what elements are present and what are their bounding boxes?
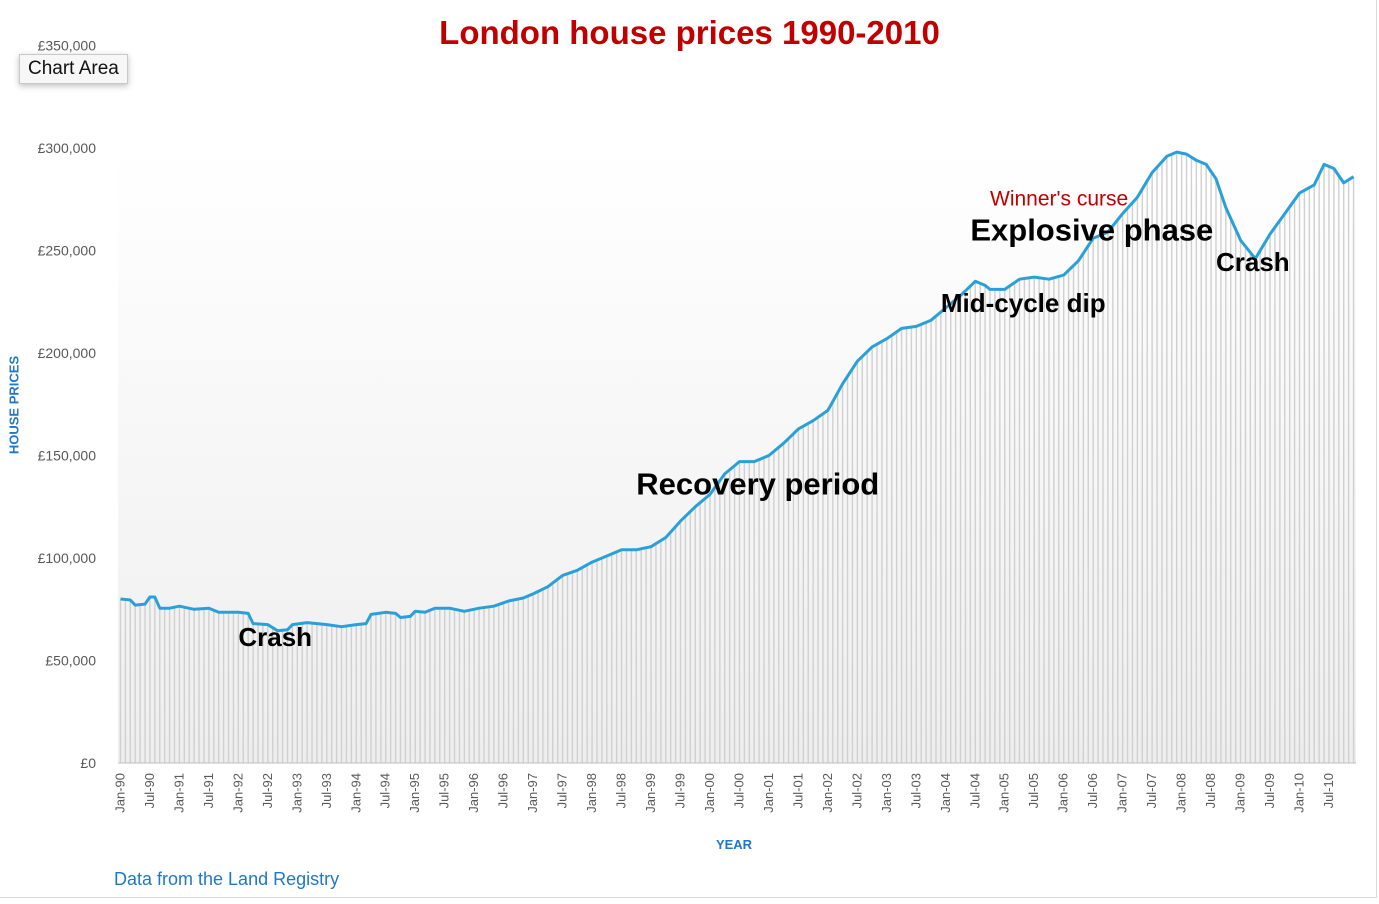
x-tick-label: Jan-09 [1233, 773, 1248, 813]
x-tick-label: Jul-97 [555, 773, 570, 808]
x-tick-label: Jan-94 [348, 773, 363, 813]
chart-area-tooltip: Chart Area [19, 54, 128, 84]
x-tick-label: Jul-04 [967, 773, 982, 808]
x-tick-label: Jan-96 [466, 773, 481, 813]
annotation-label: Crash [1216, 247, 1290, 277]
y-tick-label: £100,000 [38, 550, 97, 566]
x-tick-label: Jan-92 [230, 773, 245, 813]
x-tick-label: Jan-95 [407, 773, 422, 813]
annotation-label: Mid-cycle dip [941, 288, 1106, 318]
x-tick-label: Jul-10 [1321, 773, 1336, 808]
x-tick-label: Jan-02 [820, 773, 835, 813]
y-tick-label: £250,000 [38, 243, 97, 259]
x-tick-label: Jan-10 [1292, 773, 1307, 813]
x-tick-label: Jan-01 [761, 773, 776, 813]
annotation-label: Crash [238, 622, 312, 652]
x-tick-label: Jan-06 [1056, 773, 1071, 813]
x-tick-label: Jul-94 [378, 773, 393, 808]
annotation-label: Explosive phase [970, 212, 1213, 247]
x-tick-label: Jul-06 [1085, 773, 1100, 808]
x-tick-label: Jan-90 [112, 773, 127, 813]
source-note: Data from the Land Registry [114, 869, 340, 889]
x-tick-label: Jan-05 [997, 773, 1012, 813]
x-tick-label: Jan-07 [1115, 773, 1130, 813]
x-tick-label: Jul-91 [201, 773, 216, 808]
plot-background [118, 148, 1356, 763]
x-tick-label: Jan-91 [171, 773, 186, 813]
annotations: Crash Recovery period Mid-cycle dip Explosi… [238, 187, 1289, 652]
y-tick-label: £350,000 [38, 38, 97, 54]
monthly-bars [119, 152, 1355, 763]
y-tick-label: £150,000 [38, 448, 97, 464]
x-tick-label: Jan-93 [289, 773, 304, 813]
x-tick-label: Jan-97 [525, 773, 540, 813]
y-tick-label: £300,000 [38, 140, 97, 156]
x-tick-label: Jul-90 [142, 773, 157, 808]
x-tick-label: Jan-00 [702, 773, 717, 813]
x-axis: Jan-90 Jul-90 Jan-91 Jul-91 Jan-92 Jul-92 Jan-… [112, 773, 1336, 813]
x-tick-label: Jul-05 [1026, 773, 1041, 808]
x-tick-label: Jul-96 [496, 773, 511, 808]
x-tick-label: Jul-92 [260, 773, 275, 808]
x-tick-label: Jul-03 [908, 773, 923, 808]
chart-title: London house prices 1990-2010 [439, 14, 940, 51]
x-tick-label: Jul-09 [1262, 773, 1277, 808]
y-axis-title: HOUSE PRICES [6, 355, 22, 455]
y-axis: £0 £50,000 £100,000 £150,000 £200,000 £250,00… [38, 38, 97, 772]
x-tick-label: Jul-01 [790, 773, 805, 808]
x-tick-label: Jan-08 [1174, 773, 1189, 813]
x-tick-label: Jul-00 [731, 773, 746, 808]
x-tick-label: Jan-99 [643, 773, 658, 813]
price-series-line [120, 150, 1355, 633]
x-tick-label: Jan-03 [879, 773, 894, 813]
x-tick-label: Jul-98 [614, 773, 629, 808]
annotation-label: Recovery period [636, 466, 879, 501]
x-tick-label: Jul-02 [849, 773, 864, 808]
y-tick-label: £0 [80, 755, 96, 771]
x-tick-label: Jul-95 [437, 773, 452, 808]
x-tick-label: Jul-07 [1144, 773, 1159, 808]
annotation-label: Winner's curse [990, 187, 1128, 210]
y-tick-label: £200,000 [38, 345, 97, 361]
x-tick-label: Jan-98 [584, 773, 599, 813]
x-tick-label: Jan-04 [938, 773, 953, 813]
y-tick-label: £50,000 [45, 653, 96, 669]
x-tick-label: Jul-08 [1203, 773, 1218, 808]
x-axis-title: YEAR [715, 837, 753, 852]
x-tick-label: Jul-99 [673, 773, 688, 808]
x-tick-label: Jul-93 [319, 773, 334, 808]
